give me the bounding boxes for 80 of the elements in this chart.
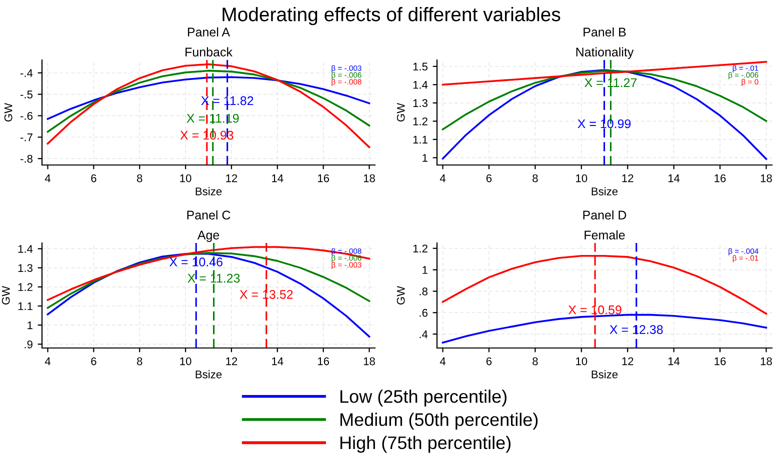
y-tick-label: 1.2 [18, 283, 32, 291]
x-tick-label: 16 [318, 174, 330, 182]
y-axis-title: GW [4, 102, 12, 122]
line-series [442, 60, 768, 86]
y-tick-label: 1 [422, 266, 428, 274]
x-tick-label: 16 [714, 174, 726, 182]
x-tick-label: 12 [622, 174, 634, 182]
legend-label: Medium (50th percentile) [340, 412, 538, 430]
chart-title: Panel B [584, 27, 626, 37]
x-tick-label: 4 [440, 357, 446, 366]
x-tick-label: 18 [760, 174, 772, 182]
x-tick-label: 4 [44, 174, 51, 182]
x-tick-label: 8 [136, 357, 142, 366]
x-tick-label: 4 [44, 357, 51, 366]
y-tick-label: -.7 [20, 134, 32, 142]
x-axis-title: Bsize [592, 370, 618, 378]
chart-subtitle: Age [197, 230, 220, 242]
x-tick-label: 10 [180, 357, 192, 366]
annotation: X = 10.59 [568, 305, 622, 314]
y-tick-label: 1.2 [413, 117, 428, 126]
x-tick-label: 8 [136, 174, 142, 182]
y-tick-label: 1.5 [413, 62, 428, 71]
x-tick-label: 4 [440, 174, 446, 182]
x-axis-title: Bsize [196, 370, 222, 378]
x-tick-label: 16 [714, 357, 726, 366]
chart-title: Panel A [188, 27, 230, 37]
y-tick-label: .9 [24, 340, 32, 348]
y-tick-label: 1.1 [413, 136, 428, 144]
annotation: X = 11.82 [201, 96, 254, 106]
y-tick-label: 1.4 [413, 81, 428, 89]
y-tick-label: .4 [420, 330, 428, 338]
annotation: X = 10.99 [578, 119, 631, 128]
text: Moderating effects of different variables [222, 7, 560, 26]
y-tick-label: -.5 [20, 90, 33, 98]
x-tick-label: 14 [272, 357, 284, 366]
x-tick-label: 8 [532, 174, 538, 182]
y-tick-label: .8 [420, 287, 428, 296]
y-tick-label: 1.3 [413, 99, 428, 108]
x-tick-label: 14 [272, 174, 284, 182]
x-tick-label: 16 [318, 357, 330, 366]
x-tick-label: 12 [226, 357, 238, 366]
x-tick-label: 12 [622, 357, 634, 366]
x-tick-label: 18 [364, 357, 375, 366]
chart-subtitle: Female [584, 230, 625, 240]
x-tick-label: 8 [532, 357, 538, 366]
x-tick-label: 6 [486, 174, 492, 182]
y-tick-label: -.8 [20, 154, 32, 163]
x-tick-label: 6 [486, 357, 492, 366]
annotation: X = 13.52 [240, 290, 293, 299]
chart-title: Panel D [583, 210, 626, 220]
x-axis-title: Bsize [592, 187, 618, 196]
y-tick-label: 1.2 [413, 244, 428, 252]
x-tick-label: 12 [226, 174, 238, 182]
y-tick-label: 1.3 [18, 264, 32, 272]
y-tick-label: 1 [422, 154, 428, 162]
legend-label: Low (25th percentile) [340, 390, 506, 406]
x-tick-label: 14 [668, 357, 680, 366]
y-axis-title: GW [2, 286, 10, 305]
y-tick-label: -.4 [20, 69, 33, 77]
y-tick-label: 1 [28, 321, 32, 330]
x-tick-label: 10 [576, 357, 588, 366]
legend-label: High (75th percentile) [340, 436, 511, 453]
y-tick-label: 1.4 [18, 245, 33, 253]
x-tick-label: 6 [91, 357, 96, 366]
x-tick-label: 18 [364, 174, 375, 182]
x-tick-label: 18 [760, 357, 772, 366]
chart-title: Panel C [187, 210, 230, 220]
chart-subtitle: Nationality [576, 47, 634, 59]
y-axis-title: GW [396, 286, 405, 305]
x-tick-label: 14 [668, 174, 680, 182]
x-axis-title: Bsize [196, 187, 222, 196]
x-tick-label: 6 [91, 174, 96, 182]
y-tick-label: -.6 [20, 112, 32, 120]
y-axis-title: GW [396, 102, 405, 122]
annotation: X = 11.23 [188, 274, 240, 283]
x-tick-label: 10 [180, 174, 192, 182]
chart-subtitle: Funback [186, 47, 232, 56]
y-tick-label: 1.1 [18, 302, 32, 310]
y-tick-label: .6 [420, 308, 428, 317]
x-tick-label: 10 [576, 174, 588, 182]
